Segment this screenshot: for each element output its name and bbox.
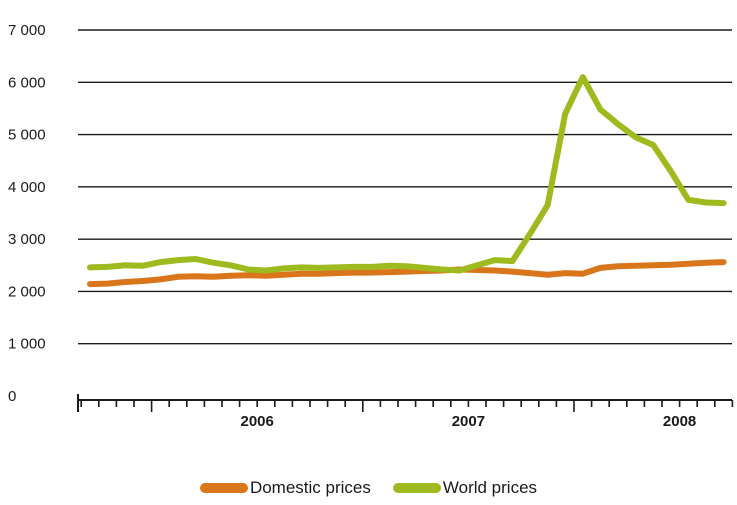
- x-year-label: 2008: [663, 413, 696, 430]
- gridlines: [78, 29, 732, 345]
- series-lines: [87, 74, 727, 288]
- y-tick-label: 5 000: [8, 127, 46, 144]
- x-axis: 2006 2007 2008: [77, 394, 734, 430]
- y-tick-label: 3 000: [8, 231, 46, 248]
- legend-label-world: World prices: [442, 478, 538, 497]
- x-year-label: 2006: [241, 413, 274, 430]
- legend-item-world: World prices: [392, 478, 538, 498]
- y-tick-label: 4 000: [8, 179, 46, 196]
- legend-swatch-world: [392, 483, 441, 493]
- legend-label-domestic: Domestic prices: [249, 478, 371, 497]
- y-tick-label: 7 000: [8, 22, 46, 39]
- series-line-domestic-prices: [87, 259, 727, 288]
- y-tick-label: 6 000: [8, 74, 46, 91]
- line-chart: 0 1 000 2 000 3 000 4 000 5 000 6 000 7 000 200…: [8, 22, 734, 430]
- legend-item-domestic: Domestic prices: [199, 478, 371, 498]
- y-axis-labels: 0 1 000 2 000 3 000 4 000 5 000 6 000 7 000: [8, 22, 46, 405]
- legend-swatch-domestic: [199, 483, 248, 493]
- x-year-label: 2007: [452, 413, 485, 430]
- y-tick-label: 1 000: [8, 336, 46, 353]
- y-tick-label: 0: [8, 388, 16, 405]
- legend: Domestic prices World prices: [0, 478, 737, 498]
- y-tick-label: 2 000: [8, 283, 46, 300]
- series-line-world-prices: [87, 74, 727, 274]
